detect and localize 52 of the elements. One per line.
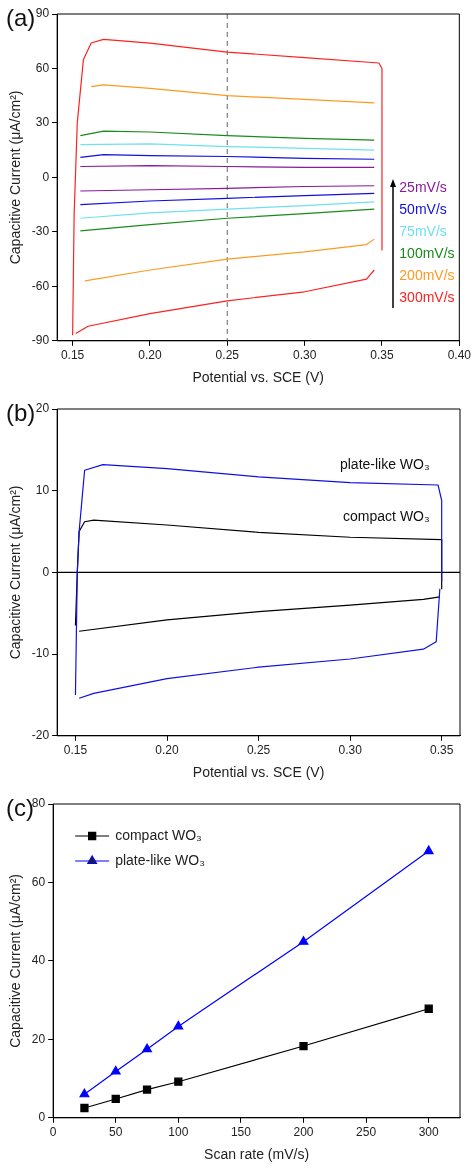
x-axis-title: Scan rate (mV/s) bbox=[204, 1146, 310, 1163]
text: 75mV/s bbox=[399, 222, 447, 239]
x-tick-label: 50 bbox=[109, 1125, 123, 1140]
x-tick-label: 0.30 bbox=[338, 743, 363, 758]
y-tick-label: -90 bbox=[31, 333, 50, 348]
y-tick-label: 60 bbox=[35, 60, 50, 75]
y-tick-label: -30 bbox=[31, 224, 50, 239]
x-tick-label: 0.20 bbox=[138, 348, 162, 363]
x-tick-label: 250 bbox=[356, 1125, 377, 1140]
y-tick-label: 90 bbox=[35, 6, 50, 21]
text: 50mV/s bbox=[399, 200, 447, 217]
y-axis-title: Capacitive Current (μA/cm²) bbox=[7, 485, 24, 660]
x-axis-title: Potential vs. SCE (V) bbox=[192, 764, 325, 781]
x-tick-label: 0.35 bbox=[430, 743, 454, 758]
x-tick-label: 150 bbox=[230, 1125, 252, 1140]
x-tick-label: 0.15 bbox=[60, 348, 85, 363]
x-tick-label: 0.25 bbox=[246, 743, 271, 758]
y-tick-label: 10 bbox=[35, 483, 50, 498]
x-tick-label: 200 bbox=[293, 1125, 314, 1140]
series-label: 25mV/s bbox=[399, 178, 447, 195]
y-tick-label: 0 bbox=[38, 1110, 46, 1125]
text: 200mV/s bbox=[399, 266, 455, 283]
y-axis-title: Capacitive Current (μA/cm²) bbox=[7, 874, 24, 1048]
x-tick-label: 0.20 bbox=[155, 743, 180, 758]
x-tick-label: 0.35 bbox=[370, 348, 394, 363]
x-axis-title: Potential vs. SCE (V) bbox=[192, 369, 324, 386]
legend-label: compact WO₃ bbox=[115, 826, 202, 843]
y-tick-label: -20 bbox=[31, 728, 50, 743]
y-tick-label: -60 bbox=[31, 278, 50, 293]
x-tick-label: 0.15 bbox=[63, 743, 88, 758]
y-tick-label: 20 bbox=[31, 1031, 46, 1046]
y-axis-title: Capacitive Current (μA/cm²) bbox=[7, 90, 24, 265]
series-label: plate-like WO₃ bbox=[339, 455, 430, 472]
series-label: compact WO₃ bbox=[343, 508, 430, 525]
x-tick-label: 0.30 bbox=[292, 348, 317, 363]
y-tick-label: 20 bbox=[35, 401, 50, 416]
x-tick-label: 100 bbox=[168, 1125, 189, 1140]
text: 100mV/s bbox=[399, 244, 455, 261]
x-tick-label: 300 bbox=[418, 1125, 440, 1140]
y-tick-label: 60 bbox=[31, 874, 46, 889]
chart-title: (b) bbox=[6, 399, 36, 427]
y-tick-label: 0 bbox=[42, 169, 50, 184]
legend-label: plate-like WO₃ bbox=[115, 851, 205, 868]
chart-title: (a) bbox=[6, 4, 36, 32]
y-tick-label: 0 bbox=[42, 564, 50, 579]
x-tick-label: 0.40 bbox=[447, 348, 472, 363]
x-tick-label: 0.25 bbox=[215, 348, 240, 363]
chart-title: (c) bbox=[6, 794, 34, 822]
text: 300mV/s bbox=[399, 288, 455, 305]
y-tick-label: 30 bbox=[35, 115, 50, 130]
y-tick-label: 40 bbox=[31, 953, 46, 968]
y-tick-label: -10 bbox=[31, 646, 50, 661]
